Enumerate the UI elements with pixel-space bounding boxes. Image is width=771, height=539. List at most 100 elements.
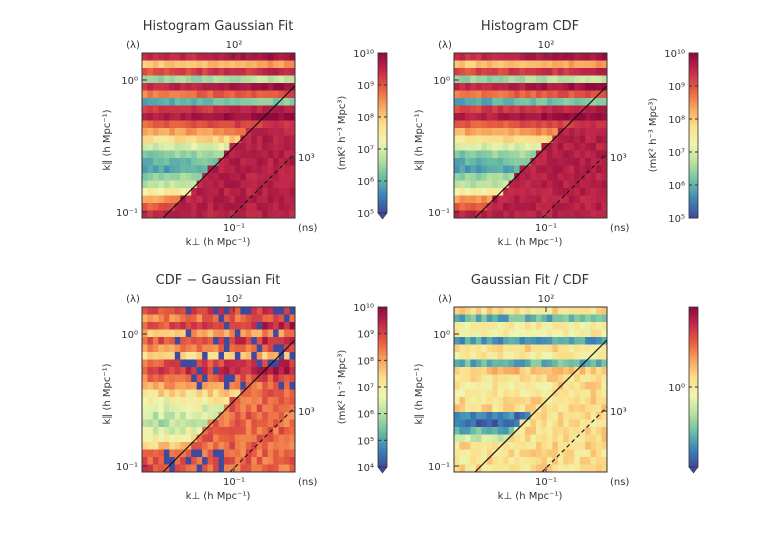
- heatmap-cell: [568, 442, 575, 450]
- heatmap-cell: [152, 382, 159, 390]
- heatmap-cell: [530, 60, 537, 69]
- heatmap-cell: [585, 389, 591, 398]
- heatmap-cell: [464, 98, 471, 106]
- heatmap-cell: [191, 60, 198, 69]
- heatmap-cell: [218, 105, 225, 114]
- heatmap-cell: [535, 203, 542, 211]
- heatmap-cell: [240, 449, 247, 458]
- heatmap-cell: [245, 173, 252, 181]
- heatmap-cell: [475, 382, 482, 390]
- heatmap-cell: [240, 389, 247, 398]
- heatmap-cell: [601, 464, 608, 473]
- heatmap-cell: [229, 397, 236, 405]
- heatmap-cell: [262, 173, 269, 181]
- colorbar-segment: [378, 133, 387, 137]
- heatmap-cell: [207, 90, 214, 99]
- heatmap-cell: [590, 449, 597, 458]
- heatmap-cell: [481, 374, 488, 383]
- heatmap-cell: [191, 397, 198, 405]
- heatmap-cell: [579, 75, 586, 84]
- heatmap-cell: [256, 105, 263, 114]
- heatmap-cell: [196, 98, 203, 106]
- heatmap-cell: [563, 434, 570, 443]
- heatmap-cell: [152, 68, 159, 76]
- heatmap-cell: [530, 404, 537, 413]
- heatmap-cell: [497, 397, 504, 405]
- heatmap-cell: [525, 53, 531, 61]
- heatmap-cell: [541, 389, 548, 398]
- heatmap-cell: [596, 322, 602, 330]
- heatmap-cell: [174, 195, 181, 204]
- heatmap-cell: [142, 210, 148, 219]
- heatmap-cell: [508, 449, 515, 458]
- heatmap-cell: [579, 210, 586, 219]
- heatmap-cell: [234, 374, 241, 383]
- heatmap-cell: [262, 307, 269, 315]
- heatmap-cell: [273, 427, 279, 435]
- heatmap-cell: [568, 188, 575, 196]
- heatmap-cell: [256, 68, 263, 76]
- colorbar-segment: [689, 371, 698, 375]
- heatmap-cell: [158, 442, 165, 450]
- heatmap-cell: [541, 188, 548, 196]
- colorbar-segment: [689, 459, 698, 463]
- heatmap-cell: [229, 404, 236, 413]
- heatmap-cell: [563, 314, 570, 323]
- heatmap-cell: [158, 307, 165, 315]
- heatmap-cell: [180, 374, 187, 383]
- colorbar-segment: [689, 160, 698, 164]
- heatmap-cell: [218, 180, 225, 189]
- heatmap-cell: [470, 195, 477, 204]
- colorbar-segment: [689, 435, 698, 439]
- heatmap-cell: [289, 188, 296, 196]
- heatmap-cell: [245, 83, 252, 91]
- heatmap-cell: [169, 60, 176, 69]
- heatmap-cell: [234, 128, 241, 136]
- heatmap-cell: [590, 120, 597, 129]
- colorbar-tick-label: 10⁸: [357, 113, 374, 124]
- heatmap-cell: [191, 382, 198, 390]
- heatmap-cell: [278, 322, 285, 330]
- heatmap-cell: [508, 75, 515, 84]
- heatmap-cell: [579, 307, 586, 315]
- heatmap-cell: [196, 442, 203, 450]
- colorbar-tick-label: 10⁴: [357, 463, 374, 474]
- heatmap-cell: [552, 128, 559, 136]
- heatmap-cell: [180, 180, 187, 189]
- colorbar-segment: [378, 357, 387, 361]
- heatmap-cell: [585, 195, 591, 204]
- heatmap-cell: [240, 367, 247, 375]
- heatmap-cell: [229, 322, 236, 330]
- heatmap-cell: [563, 397, 570, 405]
- heatmap-cell: [147, 210, 154, 219]
- heatmap-cell: [464, 53, 471, 61]
- heatmap-cell: [185, 359, 192, 368]
- heatmap-cell: [218, 367, 225, 375]
- heatmap-cell: [497, 329, 504, 338]
- heatmap-cell: [202, 344, 208, 353]
- heatmap-cell: [541, 419, 548, 428]
- heatmap-cell: [514, 344, 520, 353]
- heatmap-cell: [514, 434, 520, 443]
- heatmap-cell: [251, 329, 258, 338]
- heatmap-cell: [191, 83, 198, 91]
- heatmap-cell: [251, 75, 258, 84]
- heatmap-cell: [475, 314, 482, 323]
- heatmap-cell: [207, 314, 214, 323]
- heatmap-cell: [497, 83, 504, 91]
- heatmap-cell: [590, 352, 597, 360]
- heatmap-cell: [267, 105, 274, 114]
- heatmap-cell: [508, 83, 515, 91]
- heatmap-cell: [196, 188, 203, 196]
- colorbar-tick-label: 10⁶: [357, 410, 374, 421]
- heatmap-cell: [585, 359, 591, 368]
- heatmap-cell: [202, 442, 208, 450]
- heatmap-cell: [152, 337, 159, 345]
- colorbar-segment: [378, 461, 387, 465]
- heatmap-cell: [267, 75, 274, 84]
- colorbar-segment: [378, 381, 387, 385]
- heatmap-cell: [278, 83, 285, 91]
- heatmap-cell: [245, 105, 252, 114]
- heatmap-cell: [223, 307, 230, 315]
- colorbar-segment: [689, 357, 698, 361]
